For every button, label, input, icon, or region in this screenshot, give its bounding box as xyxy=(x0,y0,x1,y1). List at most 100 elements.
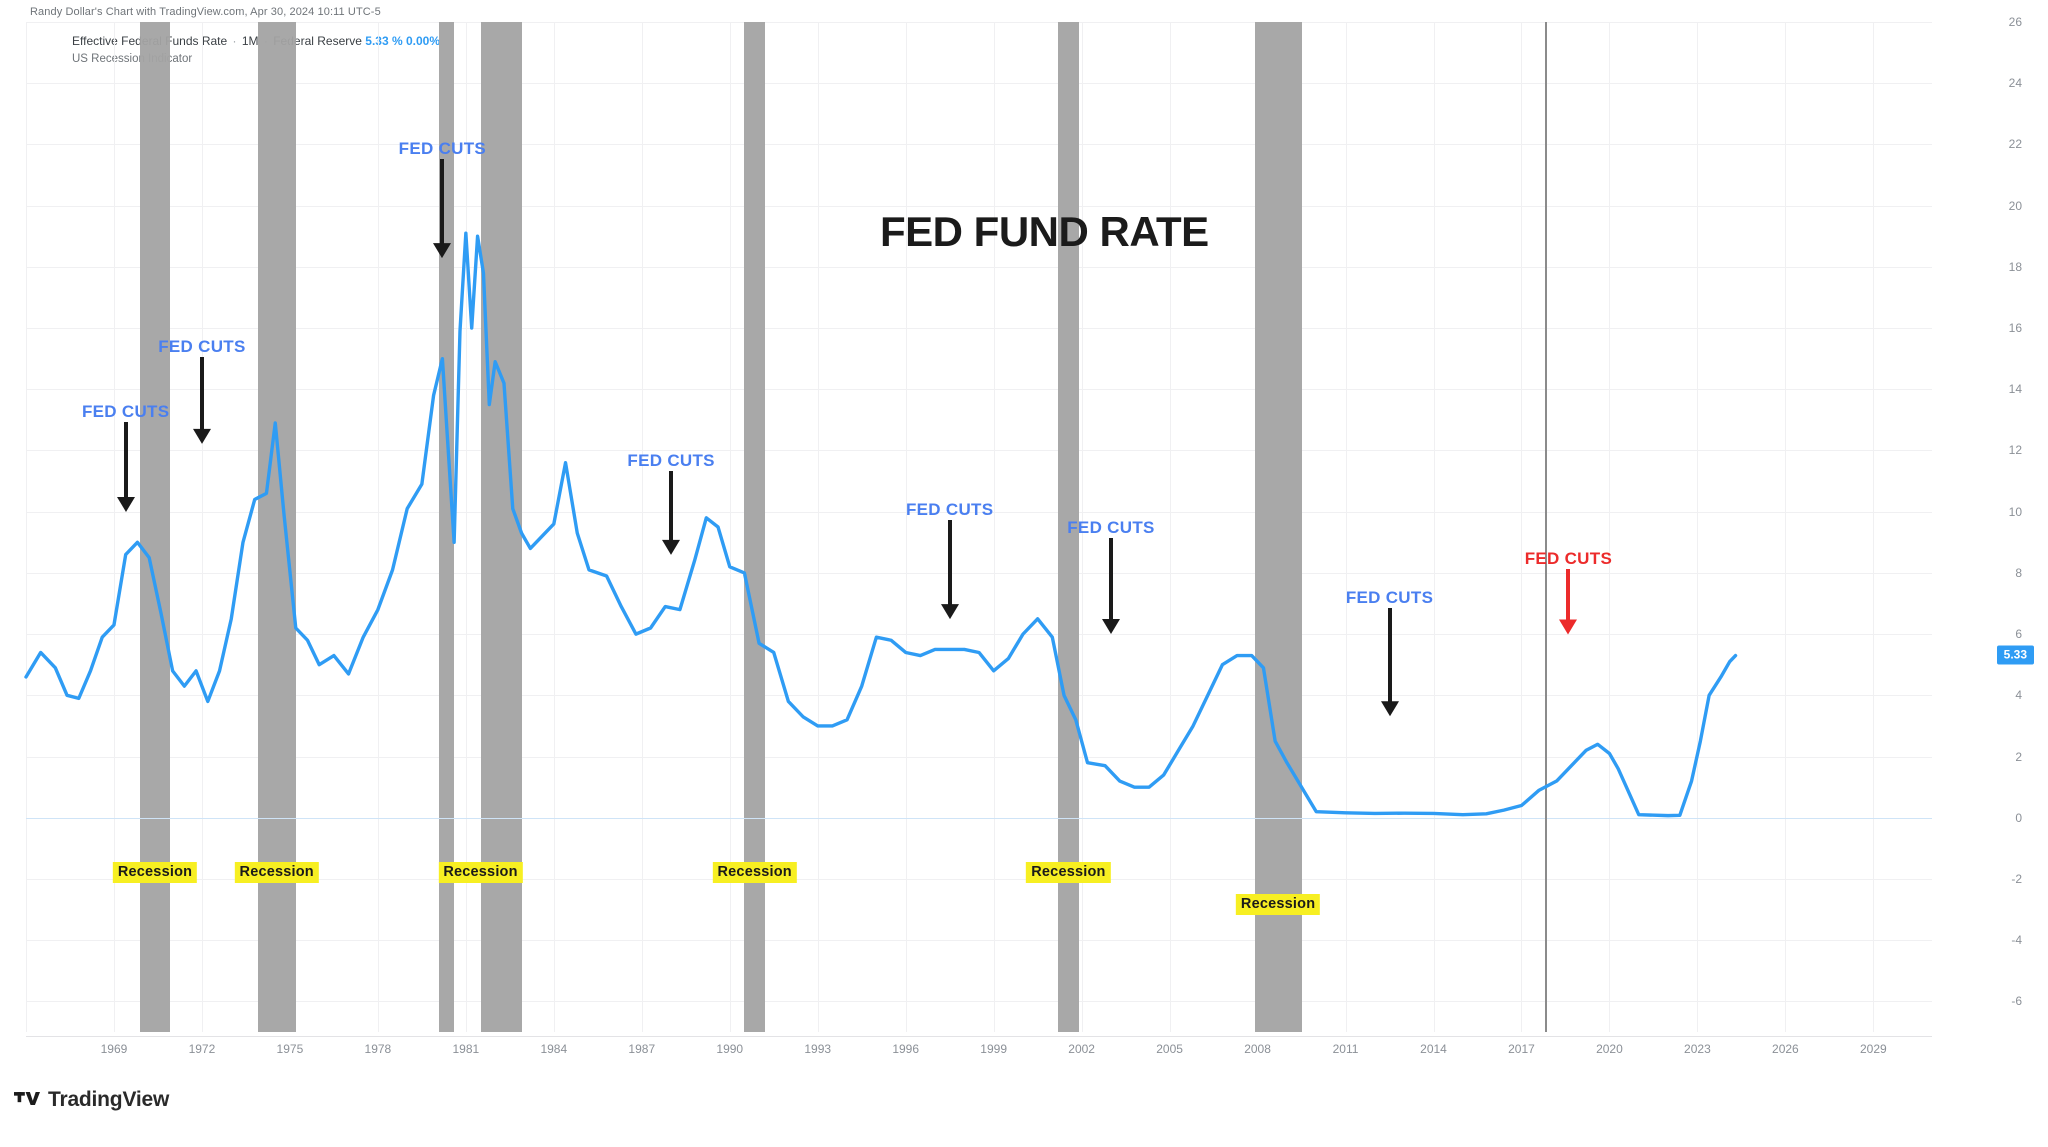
legend-change: 0.00% xyxy=(406,34,441,48)
recession-band xyxy=(439,22,455,1032)
gridline-horizontal xyxy=(26,878,1932,880)
y-axis-tick: 14 xyxy=(2008,382,2022,397)
x-axis-tick: 1984 xyxy=(540,1042,568,1056)
y-axis-tick: 8 xyxy=(2015,565,2022,580)
gridline-vertical xyxy=(201,22,203,1032)
y-axis-tick: 6 xyxy=(2015,627,2022,642)
x-axis-tick: 1969 xyxy=(100,1042,128,1056)
y-axis-tick: 22 xyxy=(2008,137,2022,152)
legend-value: 5.33 xyxy=(365,34,388,48)
fed-cuts-arrow-icon xyxy=(1380,608,1399,717)
zero-baseline xyxy=(26,817,1932,819)
series-path xyxy=(24,231,1738,818)
gridline-horizontal xyxy=(26,22,1932,23)
y-axis-tick: 4 xyxy=(2015,688,2022,703)
gridline-vertical xyxy=(465,22,467,1032)
gridline-horizontal xyxy=(26,634,1932,636)
recession-tag: Recession xyxy=(1235,894,1321,915)
gridline-horizontal xyxy=(26,450,1932,452)
gridline-horizontal xyxy=(26,83,1932,85)
gridline-horizontal xyxy=(26,389,1932,391)
fed-cuts-label: FED CUTS xyxy=(81,401,170,421)
y-axis-tick: -4 xyxy=(2011,933,2022,948)
fed-cuts-arrow-icon xyxy=(1101,538,1120,635)
recession-tag: Recession xyxy=(438,862,523,883)
x-axis-tick: 1996 xyxy=(892,1042,920,1056)
x-axis-tick: 2020 xyxy=(1596,1042,1623,1056)
x-axis-tick: 1987 xyxy=(628,1042,656,1056)
x-axis-tick: 2008 xyxy=(1244,1042,1271,1056)
fed-cuts-label: FED CUTS xyxy=(158,337,246,357)
tradingview-wordmark: TradingView xyxy=(48,1088,170,1111)
x-axis-tick: 1990 xyxy=(716,1042,744,1056)
gridline-vertical xyxy=(1169,22,1171,1032)
gridline-vertical xyxy=(553,22,555,1032)
x-axis: 1969 1972 1975 1978 1981 1984 1987 1990 1993 1996… xyxy=(26,1036,1932,1060)
gridline-horizontal xyxy=(26,328,1932,330)
fed-cuts-label: FED CUTS xyxy=(398,138,487,158)
gridline-vertical xyxy=(113,22,115,1032)
y-axis-tick: 18 xyxy=(2008,259,2022,274)
x-axis-tick: 1999 xyxy=(980,1042,1008,1056)
gridline-vertical xyxy=(1433,22,1435,1032)
fed-cuts-label: FED CUTS xyxy=(1067,518,1155,538)
recession-tag: Recession xyxy=(1026,862,1111,883)
x-axis-tick: 1972 xyxy=(188,1042,216,1056)
y-axis-tick: 24 xyxy=(2008,76,2022,91)
gridline-horizontal xyxy=(26,511,1932,513)
price-badge[interactable]: 5.33 xyxy=(1996,645,2034,665)
fed-cuts-arrow-icon xyxy=(1559,568,1578,635)
gridline-vertical xyxy=(905,22,907,1032)
y-axis-tick: 12 xyxy=(2008,443,2022,458)
y-axis-tick: 10 xyxy=(2008,504,2022,519)
gridline-vertical xyxy=(377,22,379,1032)
gridline-horizontal xyxy=(26,572,1932,574)
legend-percent-sign: % xyxy=(391,34,403,48)
x-axis-tick: 2002 xyxy=(1068,1042,1095,1056)
footer-branding: TradingView xyxy=(14,1088,169,1112)
gridline-vertical xyxy=(1081,22,1083,1032)
y-axis: 26 24 22 20 18 16 14 12 10 8 6 4 2 0 -2 -4 -6 5.33 xyxy=(1932,15,2048,1032)
y-axis-tick: 20 xyxy=(2008,198,2022,213)
x-axis-tick: 2011 xyxy=(1332,1042,1359,1056)
x-axis-tick: 1975 xyxy=(276,1042,304,1056)
y-axis-tick: 16 xyxy=(2008,321,2022,336)
recession-tag: Recession xyxy=(112,862,198,883)
x-axis-tick: 1981 xyxy=(452,1042,480,1056)
y-axis-tick: -2 xyxy=(2011,871,2022,886)
recession-tag: Recession xyxy=(712,862,797,883)
fed-cuts-arrow-icon xyxy=(192,357,211,445)
gridline-vertical xyxy=(1609,22,1611,1032)
y-axis-tick: 0 xyxy=(2015,810,2022,825)
fed-cuts-label: FED CUTS xyxy=(905,499,994,519)
gridline-horizontal xyxy=(26,144,1932,146)
page-title: FED FUND RATE xyxy=(880,208,1209,255)
x-axis-tick: 2005 xyxy=(1156,1042,1183,1056)
x-axis-tick: 2029 xyxy=(1859,1042,1887,1056)
recession-band xyxy=(744,22,765,1032)
tradingview-logo-icon xyxy=(14,1092,40,1106)
gridline-vertical xyxy=(817,22,819,1032)
gridline-vertical xyxy=(993,22,995,1032)
fed-cuts-arrow-icon xyxy=(940,519,959,619)
fed-cuts-arrow-icon xyxy=(116,421,135,512)
gridline-vertical xyxy=(1873,22,1875,1032)
x-axis-tick: 2023 xyxy=(1684,1042,1711,1056)
gridline-horizontal xyxy=(26,756,1932,758)
gridline-horizontal xyxy=(26,940,1932,942)
current-time-marker xyxy=(1544,22,1547,1032)
gridline-horizontal xyxy=(26,205,1932,207)
x-axis-tick: 1993 xyxy=(804,1042,832,1056)
y-axis-tick: 2 xyxy=(2015,749,2022,764)
gridline-vertical xyxy=(1521,22,1523,1032)
fed-cuts-label: FED CUTS xyxy=(627,450,715,470)
y-axis-tick: 26 xyxy=(2008,15,2022,29)
fed-cuts-arrow-icon xyxy=(433,158,452,258)
recession-band xyxy=(1058,22,1079,1032)
gridline-vertical xyxy=(26,22,27,1032)
gridline-vertical xyxy=(729,22,731,1032)
x-axis-tick: 2014 xyxy=(1420,1042,1447,1056)
y-axis-tick: -6 xyxy=(2011,994,2022,1009)
gridline-vertical xyxy=(1785,22,1787,1032)
